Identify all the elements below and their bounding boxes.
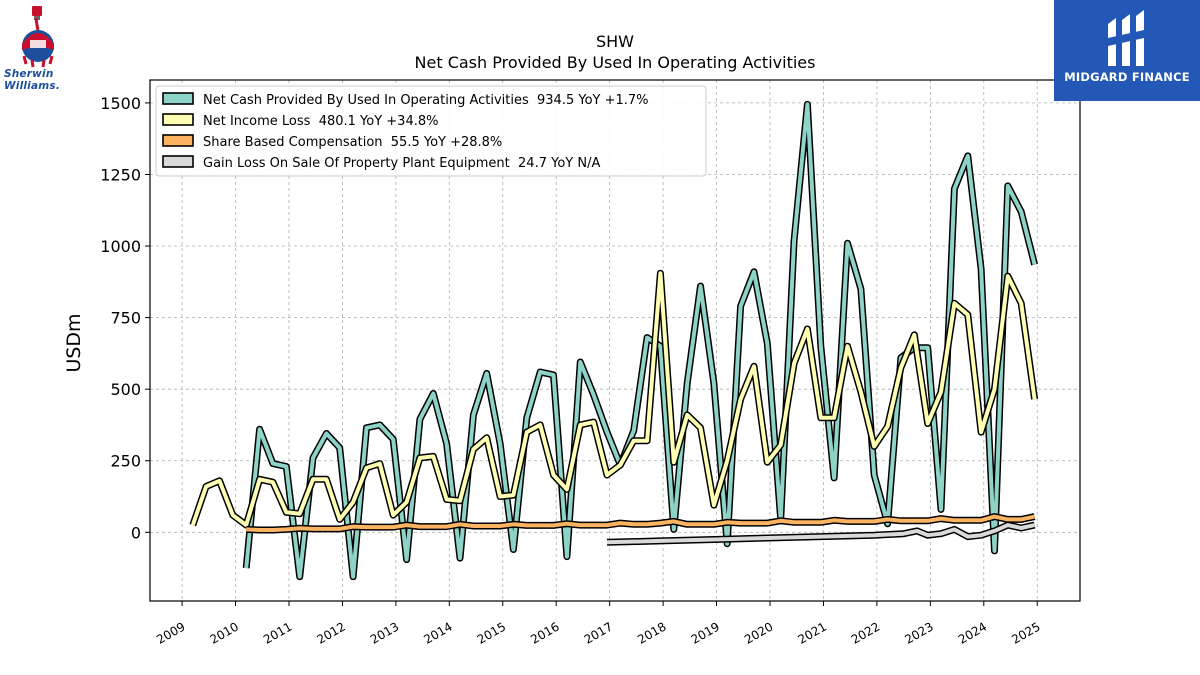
legend-swatch-gain-loss-ppe <box>162 155 194 168</box>
x-tick-label: 2014 <box>421 619 454 646</box>
plot-frame <box>149 79 1081 602</box>
brand-name: MIDGARD FINANCE <box>1064 70 1190 84</box>
x-tick-label: 2013 <box>368 619 401 646</box>
y-tick-label: 0 <box>131 523 141 542</box>
legend-label-share-based-comp: Share Based Compensation 55.5 YoY +28.8% <box>203 135 502 150</box>
y-tick-label: 500 <box>110 380 141 399</box>
legend-label-net-income: Net Income Loss 480.1 YoY +34.8% <box>203 114 438 129</box>
x-tick-label: 2011 <box>261 619 294 646</box>
x-tick-label: 2016 <box>528 619 561 646</box>
company-name: Sherwin Williams. <box>4 68 61 92</box>
legend-swatch-net-cash <box>162 92 194 105</box>
legend-swatch-net-income <box>162 113 194 126</box>
chart-title: SHW <box>596 32 634 51</box>
x-tick-label: 2015 <box>475 619 508 646</box>
series-line-gain-loss-on-sale-of-property-plant-equipment <box>606 523 1036 545</box>
legend-label-net-cash: Net Cash Provided By Used In Operating A… <box>203 93 649 108</box>
series-outline-net-income-loss <box>189 269 1039 529</box>
x-tick-label: 2019 <box>689 619 722 646</box>
series-line-net-income-loss <box>190 271 1037 528</box>
series-layer <box>189 100 1039 581</box>
midgard-logo-icon <box>1108 10 1144 66</box>
y-tick-label: 1500 <box>100 94 141 113</box>
chart-subtitle: Net Cash Provided By Used In Operating A… <box>415 53 816 72</box>
legend-frame <box>155 85 707 177</box>
x-tick-label: 2017 <box>582 619 615 646</box>
y-tick-label: 750 <box>110 309 141 328</box>
x-tick-label: 2009 <box>154 619 187 646</box>
x-tick-label: 2020 <box>742 619 775 646</box>
legend: Net Cash Provided By Used In Operating A… <box>155 85 707 177</box>
sherwin-williams-logo <box>6 4 72 100</box>
series-line-share-based-compensation <box>246 514 1036 532</box>
midgard-finance-badge: MIDGARD FINANCE <box>1054 0 1200 101</box>
x-tick-label: 2012 <box>314 619 347 646</box>
x-tick-label: 2023 <box>902 619 935 646</box>
y-tick-label: 250 <box>110 452 141 471</box>
y-axis-label: USDm <box>63 313 85 372</box>
x-tick-label: 2018 <box>635 619 668 646</box>
x-tick-label: 2010 <box>208 619 241 646</box>
x-tick-label: 2025 <box>1009 619 1042 646</box>
y-tick-label: 1000 <box>100 237 141 256</box>
y-tick-label: 1250 <box>100 165 141 184</box>
legend-label-gain-loss-ppe: Gain Loss On Sale Of Property Plant Equi… <box>203 156 600 171</box>
x-tick-label: 2022 <box>849 619 882 646</box>
x-tick-label: 2021 <box>795 619 828 646</box>
legend-swatch-share-based-comp <box>162 134 194 147</box>
x-tick-label: 2024 <box>956 619 989 646</box>
